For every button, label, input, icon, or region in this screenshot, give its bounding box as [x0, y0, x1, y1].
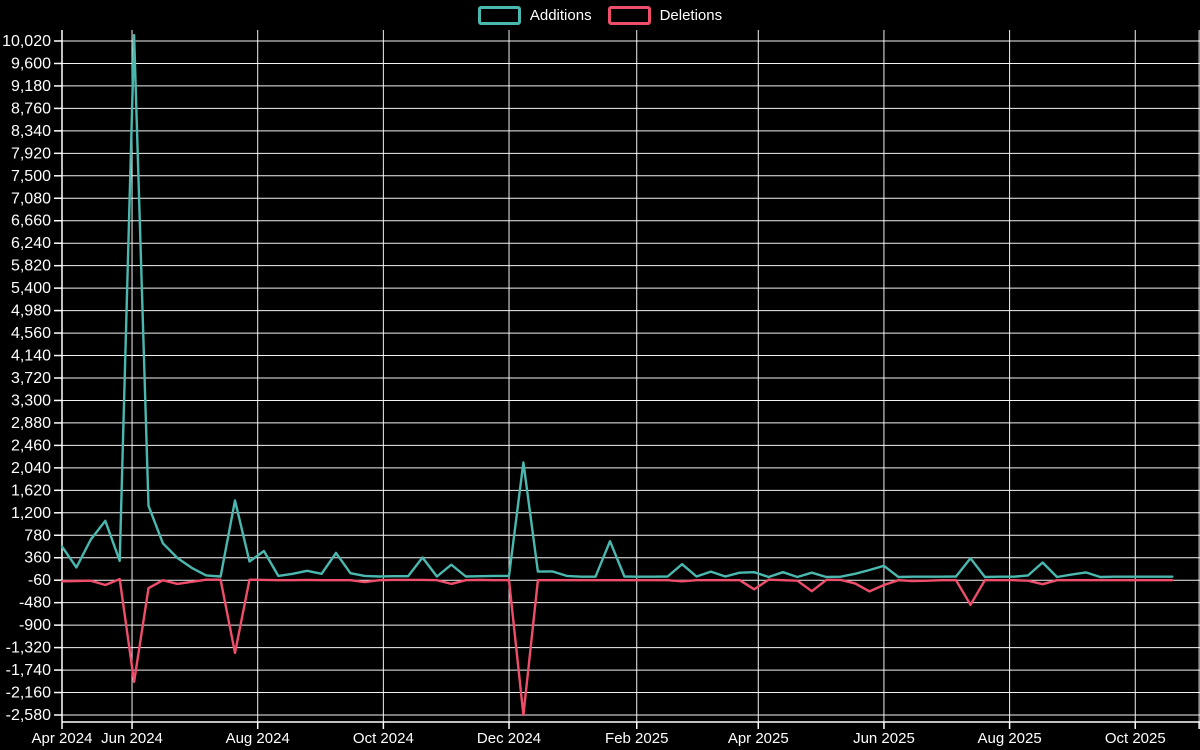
- x-tick-label: Jun 2025: [853, 730, 915, 747]
- y-tick-label: 780: [24, 527, 51, 544]
- legend-label-deletions: Deletions: [659, 7, 723, 24]
- legend-item-deletions[interactable]: Deletions: [607, 6, 723, 25]
- y-tick-label: 3,300: [11, 392, 51, 409]
- y-tick-label: 6,660: [11, 213, 51, 230]
- y-tick-label: -1,320: [6, 640, 51, 657]
- x-tick-label: Oct 2024: [353, 730, 414, 747]
- y-tick-label: -480: [19, 595, 51, 612]
- x-tick-label: Feb 2025: [605, 730, 668, 747]
- x-tick-label: Apr 2025: [728, 730, 789, 747]
- y-tick-label: 6,240: [11, 235, 51, 252]
- y-tick-label: -60: [28, 572, 51, 589]
- y-tick-label: -1,740: [6, 662, 51, 679]
- additions-swatch-icon: [477, 6, 521, 25]
- x-tick-label: Oct 2025: [1105, 730, 1166, 747]
- y-tick-label: 10,020: [2, 33, 51, 50]
- deletions-line[interactable]: [60, 577, 1174, 717]
- y-tick-label: 4,140: [11, 348, 51, 365]
- y-tick-label: 5,400: [11, 280, 51, 297]
- x-tick-label: Jun 2024: [101, 730, 163, 747]
- y-tick-label: 7,500: [11, 168, 51, 185]
- y-tick-label: 2,460: [11, 437, 51, 454]
- y-tick-label: -2,160: [6, 685, 51, 702]
- y-tick-label: 9,600: [11, 55, 51, 72]
- y-tick-label: 5,820: [11, 258, 51, 275]
- y-tick-label: 7,080: [11, 190, 51, 207]
- y-tick-label: -900: [19, 617, 51, 634]
- y-tick-label: 8,760: [11, 100, 51, 117]
- chart-legend: Additions Deletions: [0, 6, 1200, 25]
- y-tick-label: 8,340: [11, 123, 51, 140]
- y-tick-label: 360: [24, 550, 51, 567]
- x-tick-label: Aug 2024: [226, 730, 290, 747]
- x-tick-label: Dec 2024: [477, 730, 541, 747]
- y-tick-label: 4,980: [11, 303, 51, 320]
- y-tick-label: 2,040: [11, 460, 51, 477]
- additions-line[interactable]: [60, 33, 1174, 579]
- deletions-swatch-icon: [607, 6, 651, 25]
- y-tick-label: 2,880: [11, 415, 51, 432]
- legend-item-additions[interactable]: Additions: [477, 6, 592, 25]
- y-tick-label: 1,200: [11, 505, 51, 522]
- y-tick-label: 9,180: [11, 78, 51, 95]
- legend-label-additions: Additions: [529, 7, 592, 24]
- x-tick-label: Apr 2024: [32, 730, 93, 747]
- y-tick-label: 7,920: [11, 145, 51, 162]
- x-tick-label: Aug 2025: [977, 730, 1041, 747]
- y-tick-label: 4,560: [11, 325, 51, 342]
- y-tick-label: 3,720: [11, 370, 51, 387]
- y-tick-label: 1,620: [11, 482, 51, 499]
- y-tick-label: -2,580: [6, 707, 51, 724]
